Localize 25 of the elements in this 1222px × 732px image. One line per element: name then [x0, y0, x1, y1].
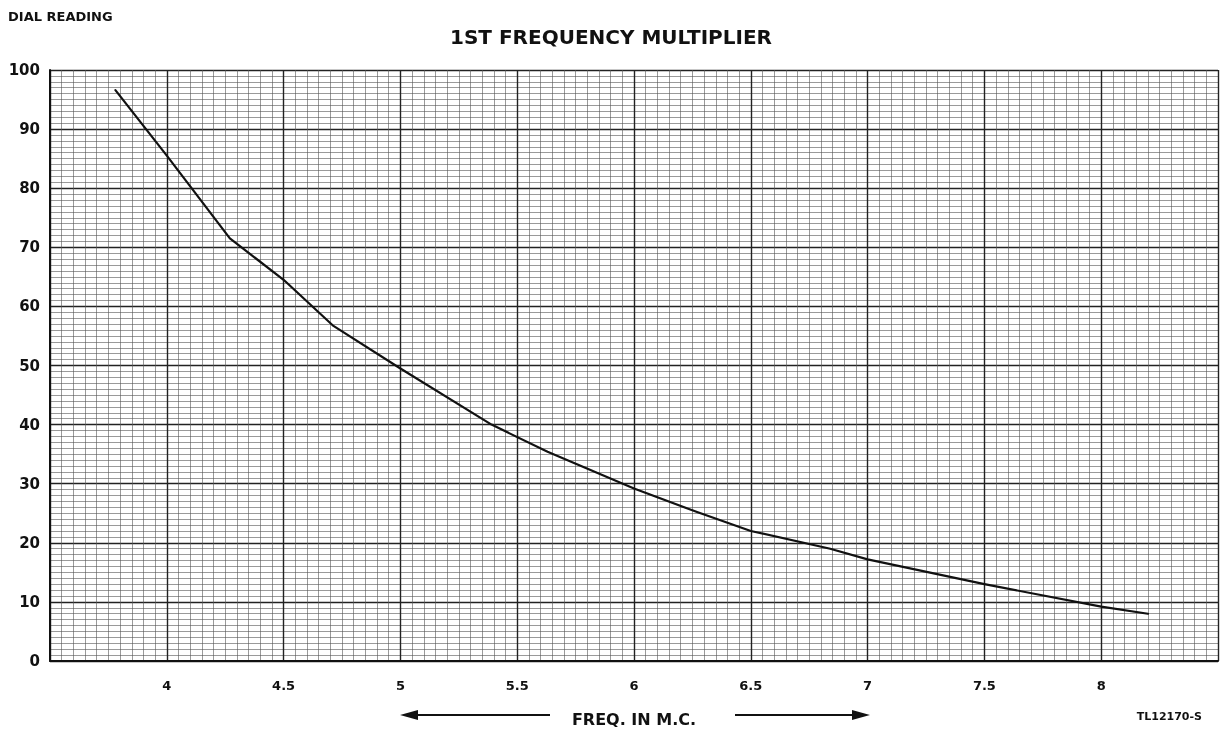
x-tick-label: 4	[162, 678, 172, 693]
y-tick-label: 20	[19, 533, 40, 552]
x-tick-label: 8	[1096, 678, 1106, 693]
y-tick-label: 70	[19, 238, 40, 257]
y-tick-label: 100	[8, 61, 40, 79]
x-tick-label: 6	[629, 678, 639, 693]
chart-title: 1ST FREQUENCY MULTIPLIER	[450, 25, 772, 49]
text: TL12170-S	[1136, 710, 1203, 723]
y-tick-label: 60	[19, 297, 40, 316]
y-tick-label: 0	[29, 652, 40, 670]
x-tick-label: 6.5	[739, 678, 763, 693]
y-tick-label: 50	[19, 356, 40, 375]
x-tick-label: 7.5	[972, 678, 996, 693]
y-tick-label: 80	[19, 179, 40, 198]
y-tick-label: 40	[19, 415, 40, 434]
line-series	[114, 88, 1150, 615]
y-tick-label: 90	[19, 120, 40, 139]
x-tick-label: 5.5	[505, 678, 529, 693]
x-axis-title: FREQ. IN M.C.	[571, 709, 697, 729]
y-tick-label: 30	[19, 474, 40, 493]
y-tick-label: 10	[19, 592, 40, 611]
x-tick-label: 5	[395, 678, 405, 693]
y-axis-title: DIAL READING	[8, 8, 113, 24]
x-tick-label: 4.5	[272, 678, 296, 693]
x-tick-label: 7	[863, 678, 873, 693]
